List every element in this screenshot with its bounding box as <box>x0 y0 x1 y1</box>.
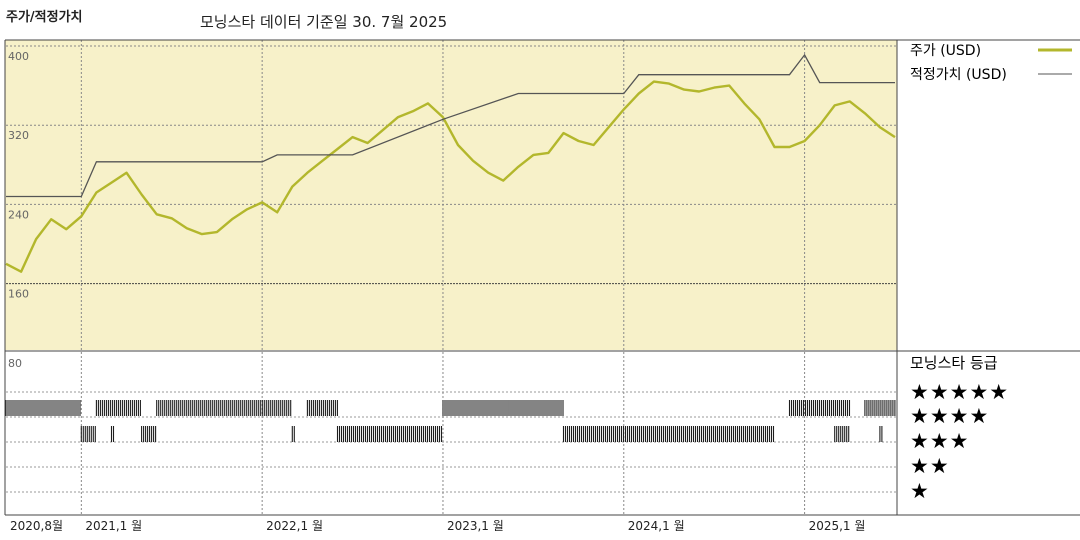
rating-band-4star <box>80 426 96 442</box>
x-tick-label: 2023,1 월 <box>447 519 504 533</box>
rating-stars-2: ★★ <box>910 454 950 478</box>
x-tick-label: 2021,1 월 <box>85 519 142 533</box>
rating-title: 모닝스타 등급 <box>910 354 998 372</box>
legend-fair-value-label: 적정가치 (USD) <box>910 67 1007 83</box>
y-tick-label: 80 <box>8 357 22 370</box>
rating-band-5star <box>95 400 141 416</box>
x-tick-label: 2024,1 월 <box>628 519 685 533</box>
rating-stars-4: ★★★★ <box>910 404 989 428</box>
x-tick-label: 2025,1 월 <box>809 519 866 533</box>
rating-stars-5: ★★★★★ <box>910 380 1009 404</box>
rating-band-4star <box>110 426 115 442</box>
y-tick-label: 320 <box>8 129 29 142</box>
x-tick-label: 2020,8월 <box>10 519 63 533</box>
rating-band-4star <box>879 426 883 442</box>
rating-band-5star <box>156 400 292 416</box>
chart-subtitle: 모닝스타 데이터 기준일 30. 7월 2025 <box>200 13 448 31</box>
price-series-line <box>5 80 896 273</box>
rating-band-4star <box>562 426 775 442</box>
rating-stars-1: ★ <box>910 479 930 503</box>
rating-bars-layer <box>5 400 896 442</box>
x-tick-label: 2022,1 월 <box>266 519 323 533</box>
price-layer <box>5 53 896 273</box>
rating-band-4star <box>834 426 850 442</box>
rating-band-5star <box>5 400 81 416</box>
rating-band-5star <box>864 400 896 416</box>
rating-band-5star <box>306 400 338 416</box>
axis-labels: 400 320 240 160 80 2020,8월 2021,1 월 2022,1 월 202… <box>8 50 865 533</box>
y-tick-label: 240 <box>8 208 29 221</box>
y-tick-label: 160 <box>8 288 29 301</box>
rating-band-4star <box>336 426 443 442</box>
price-plot-background <box>5 40 897 350</box>
rating-band-5star <box>788 400 851 416</box>
legend-price-label: 주가 (USD) <box>910 43 981 59</box>
rating-band-4star <box>141 426 157 442</box>
rating-band-4star <box>291 426 295 442</box>
rating-stars-3: ★★★ <box>910 429 969 453</box>
fair-value-series-line <box>6 53 895 198</box>
rating-band-5star <box>442 400 564 416</box>
section-label: 주가/적정가치 <box>6 10 83 25</box>
y-tick-label: 400 <box>8 50 29 63</box>
